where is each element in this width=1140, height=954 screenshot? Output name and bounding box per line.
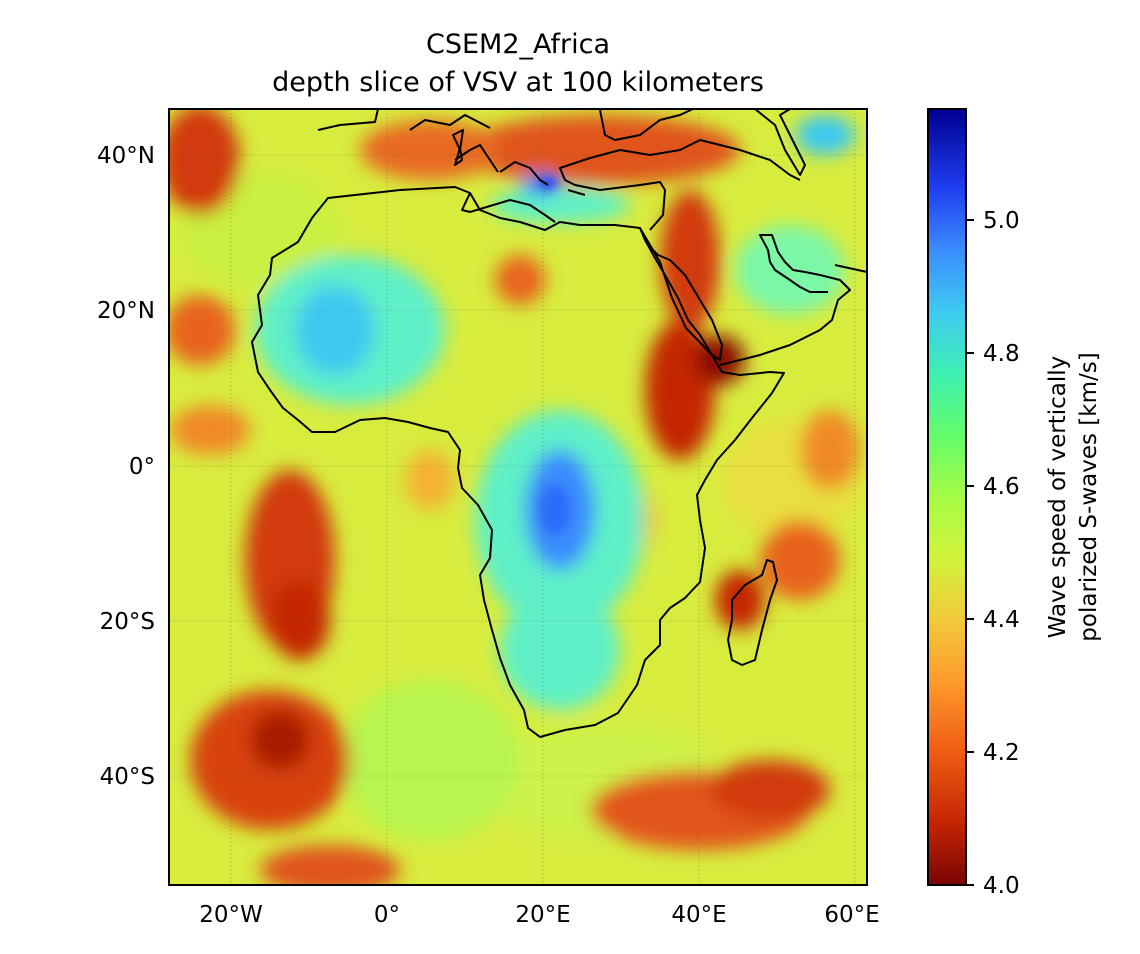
colorbar-tick-label: 4.6 (983, 474, 1020, 500)
coastlines (251, 109, 867, 738)
colorbar: 4.0 4.2 4.4 4.6 4.8 5.0 Wave speed of ve… (927, 108, 1102, 899)
y-tick-label: 40°S (100, 764, 155, 790)
velocity-field (169, 109, 867, 885)
colorbar-gradient (927, 108, 967, 886)
x-tick-label: 20°W (199, 902, 263, 928)
colorbar-tick-label: 4.2 (983, 740, 1020, 766)
map-frame (168, 108, 868, 886)
y-axis-labels: 40°N 20°N 0° 20°S 40°S (97, 143, 155, 790)
x-axis-labels: 20°W 0° 20°E 40°E 60°E (199, 902, 879, 928)
y-tick-label: 0° (129, 454, 155, 480)
y-tick-label: 20°S (100, 609, 155, 635)
x-tick-label: 60°E (824, 902, 879, 928)
map-title-line1: CSEM2_Africa (426, 29, 610, 60)
colorbar-label-line2: polarized S-waves [km/s] (1076, 352, 1102, 641)
colorbar-tick-label: 4.4 (983, 607, 1020, 633)
colorbar-tick-label: 5.0 (983, 208, 1020, 234)
gridlines (169, 109, 867, 885)
x-tick-label: 20°E (515, 902, 570, 928)
colorbar-tick-label: 4.0 (983, 873, 1020, 899)
y-tick-label: 20°N (97, 298, 155, 324)
colorbar-tick-label: 4.8 (983, 341, 1020, 367)
map-title-line2: depth slice of VSV at 100 kilometers (272, 67, 764, 98)
y-tick-label: 40°N (97, 143, 155, 169)
colorbar-ticks (966, 219, 974, 886)
x-tick-label: 0° (374, 902, 400, 928)
colorbar-label-line1: Wave speed of vertically (1045, 356, 1071, 638)
x-tick-label: 40°E (671, 902, 726, 928)
